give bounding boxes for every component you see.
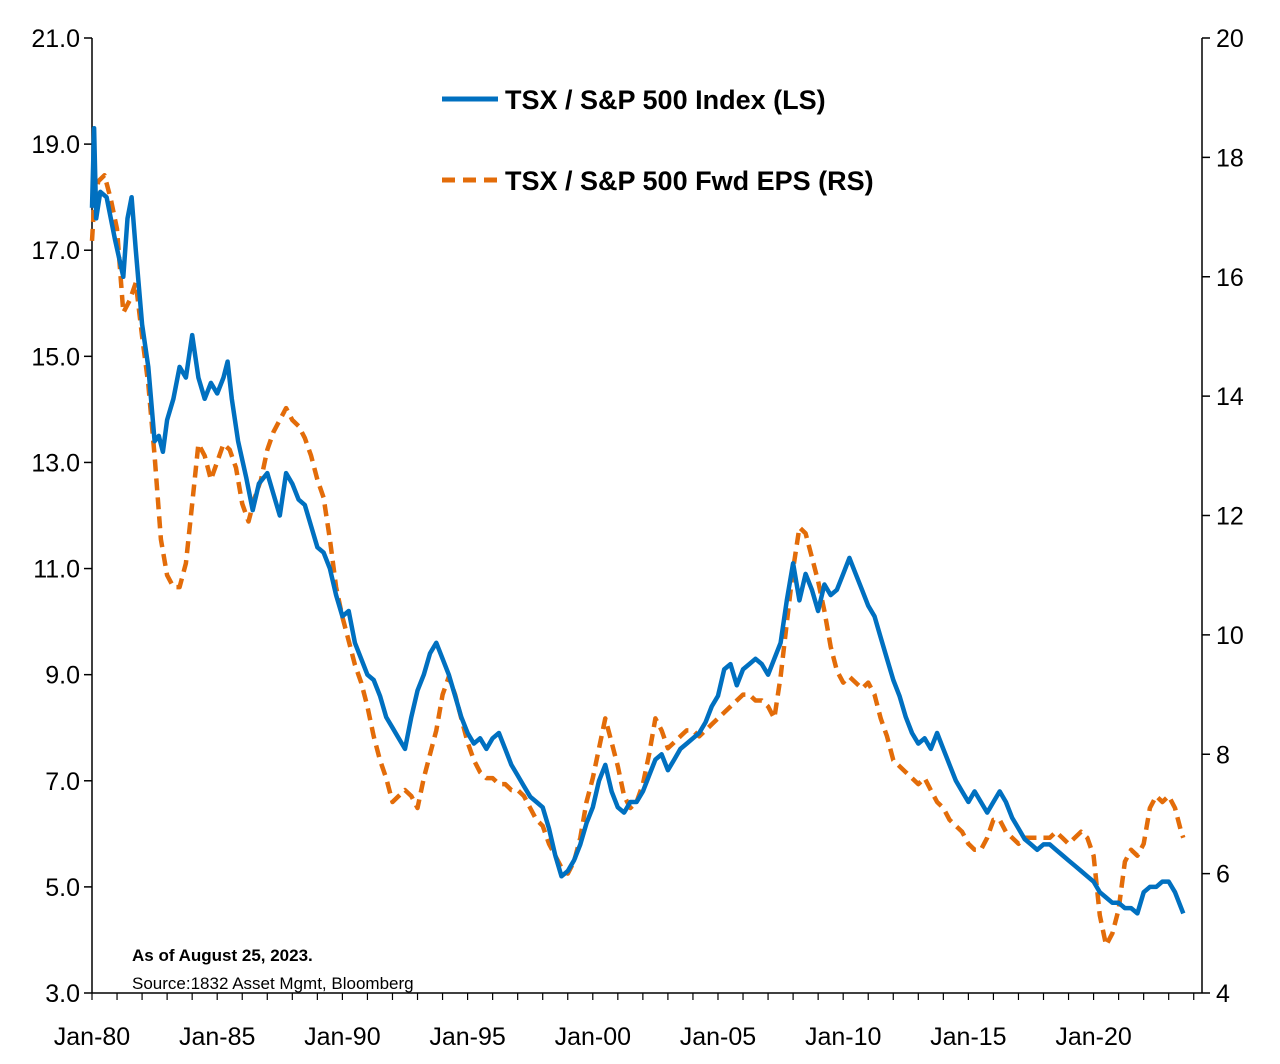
right-tick-label: 16 — [1216, 264, 1244, 292]
right-tick-label: 18 — [1216, 144, 1244, 172]
notes: As of August 25, 2023. Source:1832 Asset… — [132, 946, 414, 993]
right-tick-label: 8 — [1216, 741, 1230, 769]
left-tick-label: 7.0 — [45, 768, 80, 796]
as-of-note: As of August 25, 2023. — [132, 946, 313, 965]
legend-label-eps: TSX / S&P 500 Fwd EPS (RS) — [505, 166, 874, 196]
series-line-eps — [89, 173, 1186, 948]
left-tick-label: 13.0 — [31, 449, 80, 477]
left-tick-label: 3.0 — [45, 980, 80, 1008]
right-tick-label: 20 — [1216, 25, 1244, 53]
series-line-index — [89, 125, 1186, 916]
x-tick-label: Jan-85 — [179, 1023, 255, 1051]
left-tick-label: 19.0 — [31, 131, 80, 159]
x-tick-label: Jan-10 — [805, 1023, 881, 1051]
series-layer — [89, 125, 1186, 948]
left-tick-label: 21.0 — [31, 25, 80, 53]
right-tick-label: 10 — [1216, 622, 1244, 650]
right-tick-label: 12 — [1216, 503, 1244, 531]
x-tick-label: Jan-95 — [429, 1023, 505, 1051]
x-tick-label: Jan-90 — [304, 1023, 380, 1051]
source-note: Source:1832 Asset Mgmt, Bloomberg — [132, 974, 414, 993]
left-tick-label: 5.0 — [45, 874, 80, 902]
right-tick-label: 14 — [1216, 383, 1244, 411]
x-tick-label: Jan-05 — [680, 1023, 756, 1051]
x-tick-label: Jan-80 — [54, 1023, 130, 1051]
legend-label-index: TSX / S&P 500 Index (LS) — [505, 85, 826, 115]
left-tick-label: 9.0 — [45, 662, 80, 690]
axes: 3.0 5.0 7.0 9.0 11.0 13.0 15.0 17.0 19.0 21.0 4 6 8 1… — [31, 25, 1244, 1051]
right-tick-label: 4 — [1216, 980, 1230, 1008]
legend: TSX / S&P 500 Index (LS) TSX / S&P 500 F… — [442, 85, 874, 196]
x-tick-label: Jan-20 — [1055, 1023, 1131, 1051]
x-tick-label: Jan-00 — [555, 1023, 631, 1051]
left-tick-label: 11.0 — [33, 556, 80, 584]
right-tick-label: 6 — [1216, 861, 1230, 889]
x-tick-label: Jan-15 — [930, 1023, 1006, 1051]
left-tick-label: 17.0 — [31, 237, 80, 265]
left-tick-label: 15.0 — [31, 343, 80, 371]
